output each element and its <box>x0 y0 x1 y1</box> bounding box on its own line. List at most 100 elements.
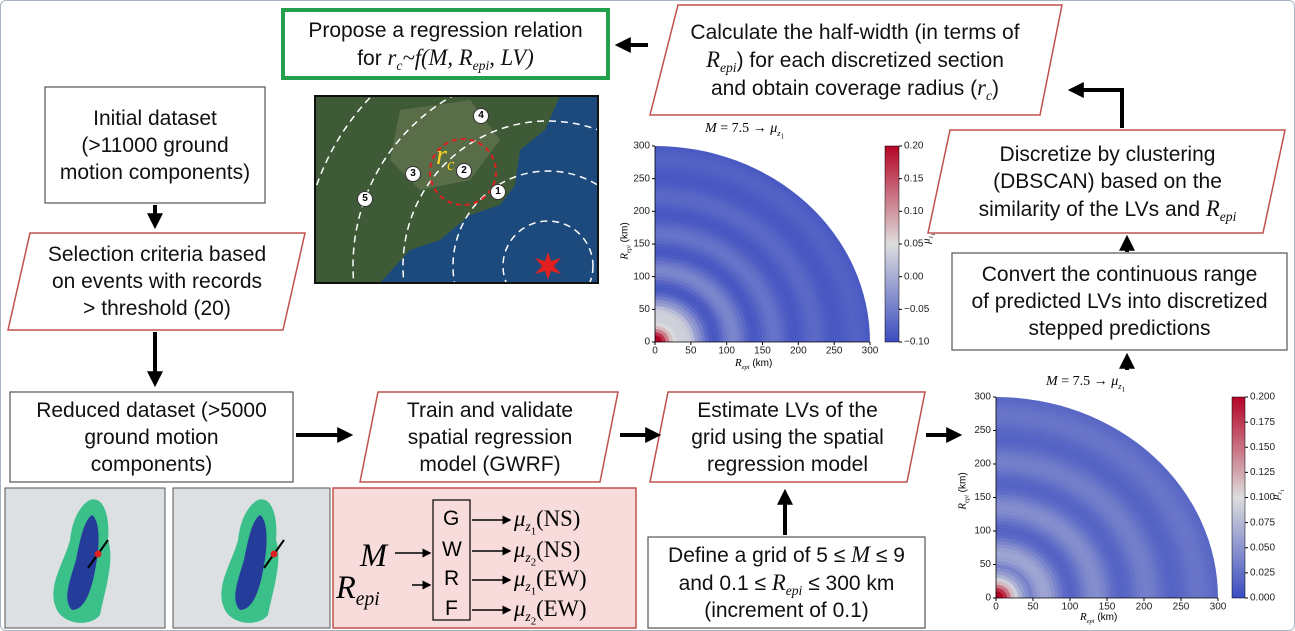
colorbar-tick-label: −0.10 <box>904 337 930 348</box>
text-line: on events with records <box>52 268 262 295</box>
chart-title: M = 7.5 → μz1 <box>705 120 784 137</box>
colorbar-tick-label: 0.125 <box>1250 467 1275 478</box>
text: (km) <box>1095 612 1118 623</box>
subscript: 1 <box>781 133 784 140</box>
gwrf-output: μz1(NS) <box>514 506 580 532</box>
math: μ <box>1270 495 1282 500</box>
math: R <box>957 503 969 510</box>
x-tick-label: 0 <box>993 602 999 613</box>
math-text: (NS) <box>536 537 580 562</box>
math: μ <box>514 506 525 531</box>
y-axis-label: Repi (km) <box>619 222 631 259</box>
gwrf-output: μz2(NS) <box>514 537 580 563</box>
colorbar-tick-label: 0.075 <box>1250 517 1275 528</box>
y-tick-label: 300 <box>633 141 650 152</box>
text-line: Propose a regression relation <box>308 17 582 44</box>
math: R <box>336 570 356 606</box>
math-text: (EW) <box>536 596 586 621</box>
map-zone-label: 3 <box>405 166 421 182</box>
text: and 0.1 ≤ <box>679 572 772 595</box>
math: M <box>705 120 717 136</box>
text-line: Discretize by clustering <box>1000 141 1216 168</box>
math: R <box>619 253 631 260</box>
text: stepped predictions <box>1028 317 1210 340</box>
colorbar-label: μz1 <box>921 233 934 244</box>
colorbar-tick-label: 0.025 <box>1250 568 1275 579</box>
y-tick-label: 150 <box>633 239 650 250</box>
text: on events with records <box>52 270 262 293</box>
text-line: similarity of the LVs and Repi <box>979 195 1237 223</box>
text-line: Calculate the half-width (in terms of <box>690 19 1019 46</box>
math: μ <box>514 537 525 562</box>
text: (km) <box>750 358 773 369</box>
text-line: model (GWRF) <box>419 451 560 478</box>
y-tick-label: 300 <box>974 392 991 403</box>
text: for <box>357 47 387 70</box>
text-line: Reduced dataset (>5000 <box>36 397 267 424</box>
text-line: (DBSCAN) based on the <box>993 168 1222 195</box>
y-tick-label: 250 <box>633 173 650 184</box>
subscript: z1 <box>1118 381 1125 391</box>
text: Define a grid of 5 ≤ <box>668 544 851 567</box>
y-tick-label: 100 <box>974 526 991 537</box>
subscript: epi <box>1220 209 1237 224</box>
subscript: epi <box>720 60 737 75</box>
colorbar-tick-label: 0.200 <box>1250 392 1275 403</box>
subscript: c <box>447 155 455 174</box>
colorbar-tick-label: 0.050 <box>1250 542 1275 553</box>
text: (km) <box>958 472 969 495</box>
math-text: (EW) <box>536 566 586 591</box>
text-line: > threshold (20) <box>83 295 231 322</box>
x-tick-label: 300 <box>862 346 879 357</box>
subscript: epi <box>786 583 803 598</box>
epicenter <box>95 551 102 558</box>
text: ) <box>992 77 999 100</box>
subscript: epi <box>964 495 971 503</box>
subscript: 1 <box>1122 386 1125 393</box>
text: Convert the continuous range <box>982 263 1258 286</box>
text: (>11000 ground <box>81 134 228 157</box>
y-tick-label: 100 <box>633 271 650 282</box>
y-tick-label: 150 <box>974 492 991 503</box>
text: model (GWRF) <box>419 453 560 476</box>
x-tick-label: 200 <box>1136 602 1153 613</box>
text: ≤ 9 <box>870 544 905 567</box>
text: Train and validate <box>407 399 573 422</box>
text-line: Estimate LVs of the <box>697 397 878 424</box>
x-axis-label: Repi (km) <box>735 357 772 369</box>
subscript: epi <box>742 364 750 371</box>
math-text: = 7.5 → <box>717 120 771 136</box>
text: Calculate the half-width (in terms of <box>690 21 1019 44</box>
text: Estimate LVs of the <box>697 399 878 422</box>
gwrf-letter: R <box>444 567 459 591</box>
map-zone-label: 2 <box>456 163 472 179</box>
text-line: of predicted LVs into discretized <box>971 288 1267 315</box>
text: (increment of 0.1) <box>704 599 869 622</box>
text-line: and 0.1 ≤ Repi ≤ 300 km <box>679 569 895 597</box>
math: μ <box>514 566 525 591</box>
x-tick-label: 100 <box>718 346 735 357</box>
text: regression model <box>707 453 868 476</box>
y-tick-label: 50 <box>639 304 651 315</box>
convert-text: Convert the continuous range of predicted… <box>952 253 1287 350</box>
text: > threshold (20) <box>83 297 231 320</box>
math: r <box>436 140 447 171</box>
text-line: (>11000 ground <box>81 132 228 159</box>
gwrf-output: μz2(EW) <box>514 596 587 622</box>
text: of predicted LVs into discretized <box>971 290 1267 313</box>
text: (km) <box>620 222 631 245</box>
text: Selection criteria based <box>48 243 266 266</box>
math: M <box>851 542 870 567</box>
page: Workflow diagram { "boxes": [ {"lines": … <box>0 0 1295 631</box>
text-line: Define a grid of 5 ≤ M ≤ 9 <box>668 541 905 569</box>
gwrf-output: μz1(EW) <box>514 566 587 592</box>
math: R <box>1206 196 1220 221</box>
x-tick-label: 300 <box>1210 602 1227 613</box>
text-line: ground motion <box>84 424 218 451</box>
subscript: z1 <box>777 128 784 138</box>
text: ground motion <box>84 426 218 449</box>
epicenter <box>271 551 278 558</box>
subscript: z2 <box>525 550 536 565</box>
y-tick-label: 0 <box>644 337 650 348</box>
